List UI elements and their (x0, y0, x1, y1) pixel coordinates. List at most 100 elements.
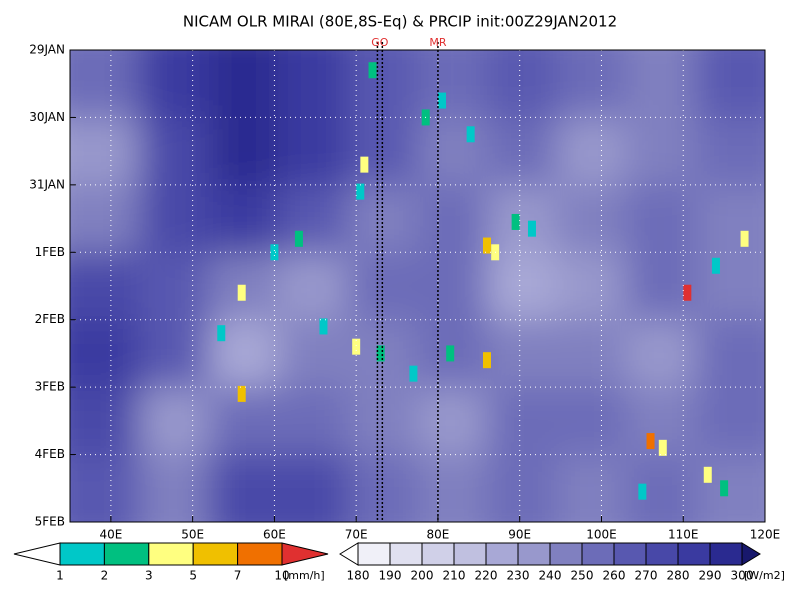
x-tick-label: 80E (427, 528, 450, 542)
olr-cell (139, 117, 210, 186)
olr-cell (487, 117, 558, 186)
olr-cell (348, 50, 419, 119)
olr-cell (487, 387, 558, 456)
colorbar-box (59, 542, 105, 566)
precip-cell (703, 466, 712, 483)
olr-cell (417, 184, 488, 254)
olr-cell (209, 454, 280, 522)
colorbar-box (357, 542, 391, 566)
x-tick-label: 50E (181, 528, 204, 542)
olr-cell (278, 319, 349, 389)
olr-cell (417, 50, 488, 119)
colorbar-box (485, 542, 519, 566)
y-tick-label: 31JAN (29, 177, 65, 191)
olr-cell (278, 117, 349, 186)
colorbar-box (453, 542, 487, 566)
colorbar-box (613, 542, 647, 566)
precip-cell (376, 345, 385, 362)
precip-cell (646, 433, 655, 450)
x-tick-label: 40E (99, 528, 122, 542)
olr-cell (556, 319, 627, 389)
colorbar-unit: [mm/h] (284, 569, 325, 582)
x-tick-label: 70E (345, 528, 368, 542)
olr-cell (348, 117, 419, 186)
precip-cell (237, 385, 246, 402)
colorbar-label: 250 (571, 569, 594, 583)
olr-cell (626, 50, 697, 119)
y-tick-label: 5FEB (35, 515, 65, 529)
colorbar-arrow (741, 542, 761, 566)
precip-cell (527, 220, 536, 237)
olr-cell (278, 454, 349, 522)
olr-cell (209, 184, 280, 254)
precip-cell (683, 284, 692, 301)
precip-cell (740, 230, 749, 247)
olr-cell (348, 387, 419, 456)
precip-cell (483, 352, 491, 369)
olr-cell (139, 50, 210, 119)
olr-cell (209, 50, 280, 119)
olr-cell (487, 184, 558, 254)
olr-cell (487, 454, 558, 522)
y-tick-label: 2FEB (35, 312, 65, 326)
olr-cell (139, 454, 210, 522)
station-label: MR (429, 36, 446, 49)
precip-cell (446, 345, 455, 362)
colorbar-label: 260 (603, 569, 626, 583)
olr-cell (139, 252, 210, 321)
olr-cell (417, 117, 488, 186)
olr-cell (695, 184, 765, 254)
olr-cell (695, 117, 765, 186)
colorbar-label: 300 (731, 569, 754, 583)
olr-cell (556, 252, 627, 321)
precip-cell (294, 230, 303, 247)
colorbar-label: 240 (539, 569, 562, 583)
precip-cell (409, 365, 418, 382)
olr-cell (70, 117, 141, 186)
x-tick-label: 120E (750, 528, 781, 542)
olr-cell (626, 319, 697, 389)
x-tick-label: 60E (263, 528, 286, 542)
precip-cell (720, 480, 729, 497)
precip-cell (319, 318, 328, 335)
colorbar-label: 2 (101, 569, 109, 583)
colorbar-label: 220 (475, 569, 498, 583)
olr-cell (556, 184, 627, 254)
colorbar-box (645, 542, 679, 566)
colorbar-arrow (339, 542, 359, 566)
x-tick-label: 90E (508, 528, 531, 542)
colorbar-arrow (281, 542, 329, 566)
plot-frame (69, 49, 766, 523)
olr-cell (209, 117, 280, 186)
olr-cell (278, 387, 349, 456)
colorbar-label: 5 (189, 569, 197, 583)
colorbar-box (148, 542, 194, 566)
olr-cell (626, 117, 697, 186)
colorbar-label: 290 (699, 569, 722, 583)
precip-cell (638, 483, 647, 500)
precip-cell (270, 244, 279, 261)
olr-cell (70, 184, 141, 254)
olr-cell (487, 319, 558, 389)
olr-cell (556, 50, 627, 119)
precip-cell (356, 183, 365, 200)
colorbar-label: 230 (507, 569, 530, 583)
colorbar-box (549, 542, 583, 566)
colorbar-label: 7 (234, 569, 242, 583)
precip-cell (711, 257, 720, 274)
precip-cell (217, 325, 226, 342)
colorbar-box (389, 542, 423, 566)
olr-cell (70, 387, 141, 456)
olr-cell (70, 319, 141, 389)
colorbar-arrow (13, 542, 61, 566)
olr-cell (70, 454, 141, 522)
station-label: GO (371, 36, 389, 49)
x-tick-label: 100E (586, 528, 617, 542)
olr-cell (417, 252, 488, 321)
y-tick-label: 3FEB (35, 380, 65, 394)
precip-cell (368, 62, 377, 79)
precip-cell (483, 237, 491, 254)
colorbar-box (709, 542, 743, 566)
olr-cell (70, 252, 141, 321)
